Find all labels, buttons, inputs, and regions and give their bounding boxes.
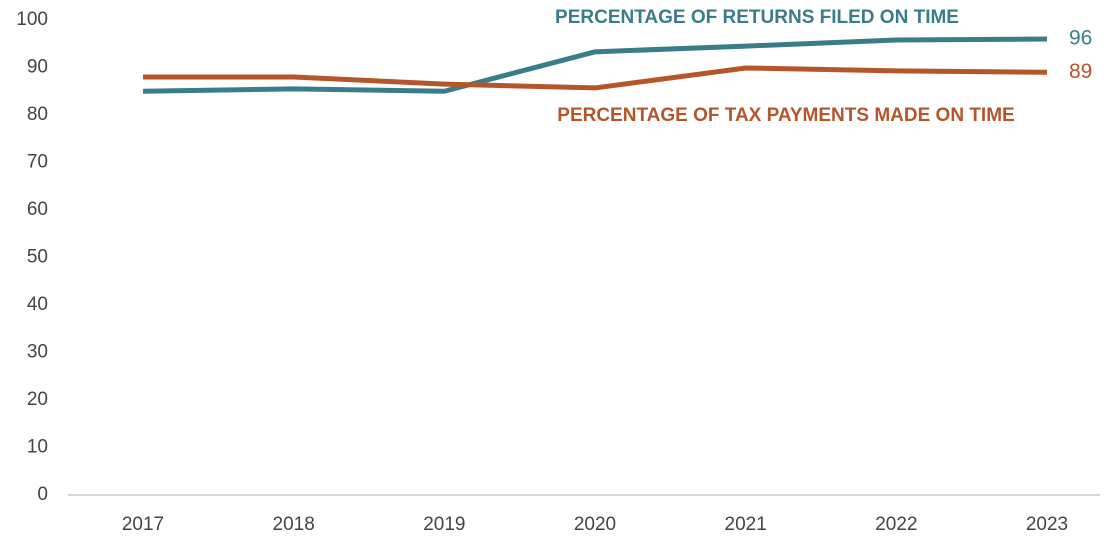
series-label: PERCENTAGE OF TAX PAYMENTS MADE ON TIME [557,105,1014,126]
series-line [142,36,1048,94]
y-tick-label: 80 [27,104,48,125]
y-tick-label: 20 [27,389,48,410]
x-tick-label: 2019 [423,514,465,535]
series-label: PERCENTAGE OF RETURNS FILED ON TIME [555,7,959,28]
y-tick-label: 30 [27,342,48,363]
y-tick-label: 0 [37,484,48,505]
x-tick-label: 2021 [725,514,767,535]
x-tick-label: 2023 [1026,514,1068,535]
end-value-label: 96 [1069,27,1092,50]
y-tick-label: 90 [27,57,48,78]
y-tick-label: 60 [27,199,48,220]
y-tick-label: 70 [27,152,48,173]
series-line [143,65,1048,91]
y-tick-label: 40 [27,294,48,315]
x-tick-label: 2020 [574,514,616,535]
y-tick-label: 100 [16,9,48,30]
y-tick-label: 10 [27,437,48,458]
x-tick-label: 2017 [122,514,164,535]
x-tick-label: 2022 [875,514,917,535]
x-tick-label: 2018 [273,514,315,535]
y-tick-label: 50 [27,247,48,268]
end-value-label: 89 [1069,60,1092,83]
